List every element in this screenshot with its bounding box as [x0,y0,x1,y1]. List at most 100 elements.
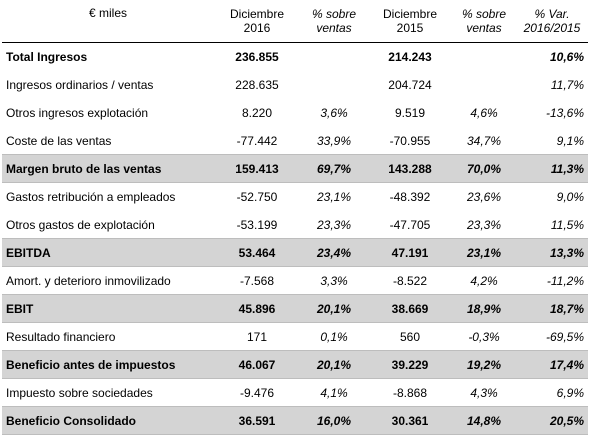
value-2015: -70.955 [389,133,431,148]
pct-sales-2015: 23,3% [466,217,502,232]
row-total-ingresos: Total Ingresos 236.855 214.243 10,6% [2,42,588,71]
header-dec-2016-line2: 2016 [243,21,271,35]
row-label: Impuesto sobre sociedades [6,385,153,400]
pct-sales-2015: 18,9% [452,294,516,323]
row-amortizacion: Amort. y deterioro inmovilizado -7.568 3… [2,267,588,295]
pct-sales-2016: 0,1% [320,329,348,344]
pct-variation: 6,9% [556,385,584,400]
value-2016: 171 [246,329,268,344]
value-2015: -8.522 [392,273,428,288]
value-2015: 204.724 [388,77,432,92]
table-header-row: € miles Diciembre 2016 % sobre ventas Di… [2,0,588,43]
pct-variation: 9,0% [556,189,584,204]
value-2015: 560 [399,329,421,344]
pct-sales-2016: 23,1% [316,189,352,204]
value-2016: -9.476 [239,385,275,400]
value-2016: 236.855 [235,49,279,64]
value-2015: -48.392 [389,189,431,204]
value-2015: 39.229 [368,350,452,379]
row-otros-gastos: Otros gastos de explotación -53.199 23,3… [2,211,588,239]
pct-sales-2015: 14,8% [452,406,516,435]
header-dec-2015: Diciembre 2015 [368,0,452,43]
pct-variation: 10,6% [549,49,584,64]
value-2016: 8.220 [241,105,273,120]
pct-variation: 11,5% [550,217,584,232]
value-2016: -53.199 [236,217,278,232]
row-impuesto-sociedades: Impuesto sobre sociedades -9.476 4,1% -8… [2,379,588,407]
value-2015: 38.669 [368,294,452,323]
row-label: Ingresos ordinarios / ventas [6,77,154,92]
row-ebit: EBIT 45.896 20,1% 38.669 18,9% 18,7% [2,294,588,323]
pct-sales-2016: 20,1% [300,294,368,323]
row-label: Total Ingresos [6,49,88,64]
value-2015: -8.868 [392,385,428,400]
pct-sales-2016: 3,6% [320,105,348,120]
row-ingresos-ordinarios: Ingresos ordinarios / ventas 228.635 204… [2,71,588,99]
pct-variation: 11,7% [550,77,584,92]
pct-sales-2016 [300,43,368,71]
row-coste-ventas: Coste de las ventas -77.442 33,9% -70.95… [2,127,588,155]
pct-sales-2015: 70,0% [452,154,516,183]
pct-sales-2015 [452,43,516,71]
row-label: Otros ingresos explotación [6,105,149,120]
row-label: EBITDA [2,238,214,267]
row-beneficio-consolidado: Beneficio Consolidado 36.591 16,0% 30.36… [2,406,588,435]
row-gastos-empleados: Gastos retribución a empleados -52.750 2… [2,183,588,211]
row-label: Beneficio Consolidado [2,406,214,435]
header-dec-2015-line2: 2015 [396,21,424,35]
row-label: Beneficio antes de impuestos [2,350,214,379]
pct-sales-2016: 23,4% [300,238,368,267]
value-2015: 30.361 [368,406,452,435]
row-beneficio-antes-impuestos: Beneficio antes de impuestos 46.067 20,1… [2,350,588,379]
row-margen-bruto: Margen bruto de las ventas 159.413 69,7%… [2,154,588,183]
pct-sales-2016: 23,3% [316,217,352,232]
value-2015: 9.519 [394,105,426,120]
pct-sales-2015: 34,7% [466,133,502,148]
pct-sales-2016: 16,0% [300,406,368,435]
pct-sales-2016: 3,3% [320,273,348,288]
pct-variation: -69,5% [545,329,584,344]
pct-sales-2015 [452,71,516,99]
pct-variation: 20,5% [516,406,588,435]
header-pct-sales-2015: % sobre ventas [452,0,516,43]
header-pct-sales-2015-line2: ventas [466,21,502,35]
value-2016: -77.442 [236,133,278,148]
pct-variation: 9,1% [556,133,584,148]
value-2016: 45.896 [214,294,300,323]
pct-sales-2015: 4,6% [470,105,498,120]
header-pct-sales-2016-line1: % sobre [311,7,357,21]
header-pct-var: % Var. 2016/2015 [516,0,588,43]
header-pct-var-line2: 2016/2015 [523,21,581,35]
value-2016: 159.413 [214,154,300,183]
pct-variation: 17,4% [516,350,588,379]
pct-sales-2015: -0,3% [468,329,500,344]
pct-sales-2016: 4,1% [320,385,348,400]
row-label: Gastos retribución a empleados [6,189,176,204]
pct-sales-2015: 23,1% [452,238,516,267]
row-label: Otros gastos de explotación [6,217,155,232]
pct-variation: -13,6% [545,105,584,120]
value-2016: 46.067 [214,350,300,379]
value-2015: -47.705 [389,217,431,232]
pct-variation: 18,7% [516,294,588,323]
pct-sales-2015: 23,6% [466,189,502,204]
row-label: Resultado financiero [6,329,116,344]
value-2015: 47.191 [368,238,452,267]
unit-header: € miles [2,0,214,43]
pct-sales-2016: 33,9% [316,133,352,148]
row-otros-ingresos: Otros ingresos explotación 8.220 3,6% 9.… [2,99,588,127]
row-label: Coste de las ventas [6,133,112,148]
pct-sales-2015: 4,3% [470,385,498,400]
header-dec-2015-line1: Diciembre [382,7,437,21]
value-2016: -7.568 [239,273,275,288]
row-ebitda: EBITDA 53.464 23,4% 47.191 23,1% 13,3% [2,238,588,267]
row-label: Amort. y deterioro inmovilizado [6,273,171,288]
header-pct-sales-2016-line2: ventas [316,21,352,35]
pct-sales-2015: 19,2% [452,350,516,379]
pct-variation: 11,3% [516,154,588,183]
pct-variation: 13,3% [516,238,588,267]
pct-sales-2016 [300,71,368,99]
header-dec-2016-line1: Diciembre [229,7,284,21]
